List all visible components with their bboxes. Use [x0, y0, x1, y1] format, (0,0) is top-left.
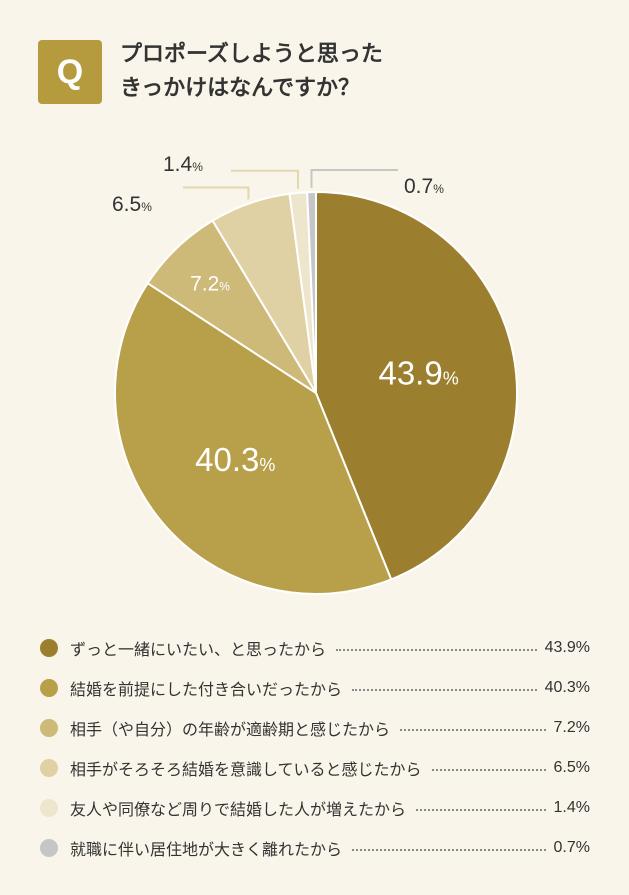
legend-label: 就職に伴い居住地が大きく離れたから [70, 840, 343, 859]
legend-leader-dots [352, 848, 546, 851]
legend-item: 就職に伴い居住地が大きく離れたから 0.7% [40, 828, 590, 868]
legend: ずっと一緒にいたい、と思ったから 43.9% 結婚を前提にした付き合いだったから 40… [40, 628, 590, 868]
legend-swatch [40, 679, 58, 697]
legend-label: 友人や同僚など周りで結婚した人が増えたから [70, 800, 407, 819]
legend-value: 40.3% [544, 679, 590, 696]
legend-swatch [40, 639, 58, 657]
legend-leader-dots [416, 808, 546, 811]
legend-value: 43.9% [544, 639, 590, 656]
legend-label: 相手（や自分）の年齢が適齢期と感じたから [70, 720, 391, 739]
pie-slice-6 [306, 190, 317, 394]
question-title: プロポーズしようと思った きっかけはなんですか？ [120, 38, 590, 106]
leader-line-5 [231, 169, 299, 189]
leader-line-4 [183, 186, 250, 200]
data-label-6: 0.7% [404, 175, 444, 198]
legend-value: 1.4% [553, 799, 590, 816]
legend-swatch [40, 799, 58, 817]
legend-swatch [40, 839, 58, 857]
legend-swatch [40, 719, 58, 737]
question-title-line-1: プロポーズしようと思った [120, 42, 383, 67]
legend-label: 相手がそろそろ結婚を意識していると感じたから [70, 760, 422, 779]
question-badge: Q [38, 40, 102, 104]
question-title-line-2: きっかけはなんですか？ [120, 76, 361, 101]
pie-slice-1 [315, 191, 518, 581]
data-label-1: 43.9% [378, 355, 458, 392]
legend-item: 友人や同僚など周りで結婚した人が増えたから 1.4% [40, 788, 590, 828]
legend-leader-dots [352, 688, 537, 691]
legend-value: 6.5% [553, 759, 590, 776]
pie-slice-2 [113, 282, 393, 595]
legend-item: ずっと一緒にいたい、と思ったから 43.9% [40, 628, 590, 668]
legend-label: ずっと一緒にいたい、と思ったから [70, 640, 327, 659]
data-label-5: 1.4% [163, 153, 203, 176]
legend-item: 結婚を前提にした付き合いだったから 40.3% [40, 668, 590, 708]
legend-swatch [40, 759, 58, 777]
data-label-4: 6.5% [112, 193, 152, 216]
legend-leader-dots [336, 648, 537, 651]
leader-line-6 [310, 169, 398, 188]
pie-chart: 43.9%40.3%7.2%6.5%1.4%0.7% [112, 153, 518, 595]
legend-leader-dots [400, 728, 546, 731]
legend-label: 結婚を前提にした付き合いだったから [70, 680, 343, 699]
legend-value: 7.2% [553, 719, 590, 736]
legend-value: 0.7% [553, 839, 590, 856]
legend-leader-dots [431, 768, 546, 771]
legend-item: 相手がそろそろ結婚を意識していると感じたから 6.5% [40, 748, 590, 788]
legend-item: 相手（や自分）の年齢が適齢期と感じたから 7.2% [40, 708, 590, 748]
